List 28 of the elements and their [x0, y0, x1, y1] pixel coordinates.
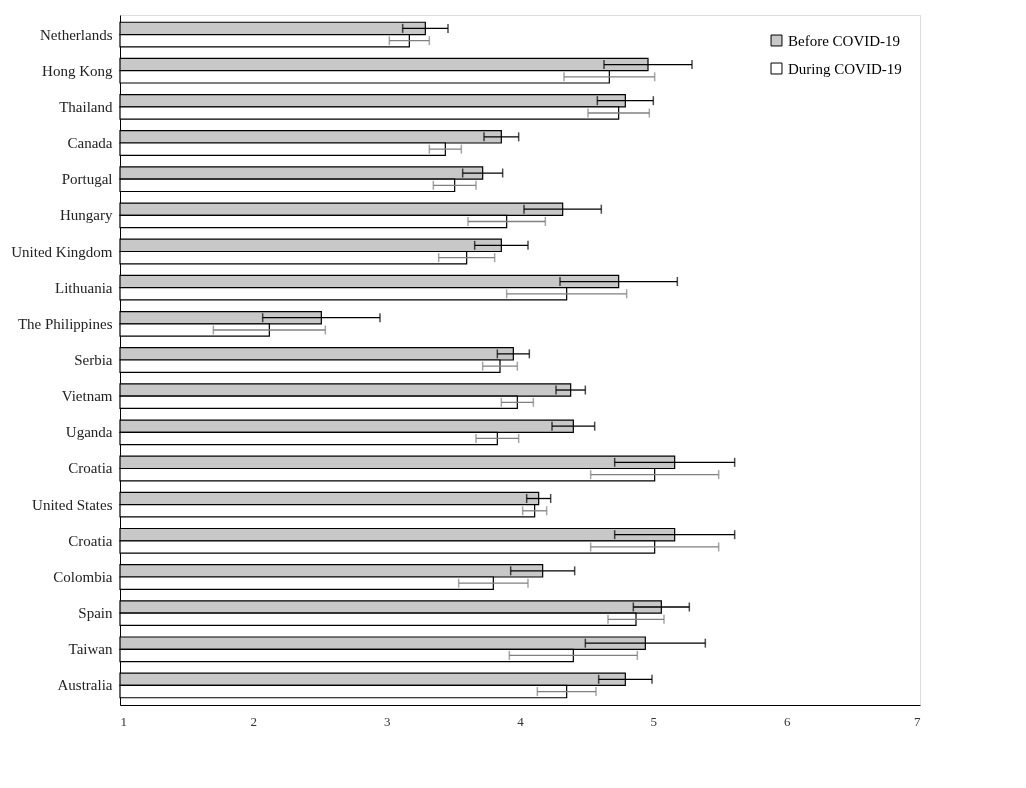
- y-tick-label: Croatia: [68, 460, 113, 477]
- x-tick-label: 1: [120, 713, 127, 729]
- y-tick-label: Lithuania: [55, 279, 113, 296]
- y-tick-label: Hong Kong: [42, 62, 113, 79]
- legend-label: Before COVID-19: [788, 32, 901, 49]
- y-tick-label: The Philippines: [17, 315, 113, 332]
- x-tick-label: 3: [383, 713, 391, 729]
- y-tick-label: Colombia: [53, 568, 113, 585]
- legend-label: During COVID-19: [788, 60, 902, 77]
- y-tick-label: Hungary: [60, 207, 113, 224]
- x-tick-label: 2: [250, 713, 258, 729]
- y-tick-label: Spain: [78, 605, 113, 622]
- y-tick-label: United States: [32, 496, 113, 513]
- x-tick-label: 5: [650, 713, 658, 729]
- y-tick-label: Vietnam: [61, 388, 113, 405]
- y-tick-label: United Kingdom: [11, 243, 113, 260]
- y-tick-label: Taiwan: [68, 641, 113, 658]
- x-tick-label: 7: [914, 713, 921, 729]
- y-tick-label: Australia: [57, 677, 113, 694]
- y-tick-label: Portugal: [61, 171, 113, 188]
- x-tick-label: 6: [783, 713, 791, 729]
- y-tick-label: Thailand: [59, 98, 113, 115]
- y-tick-label: Netherlands: [40, 26, 113, 43]
- x-tick-label: 4: [517, 713, 525, 729]
- y-tick-label: Canada: [67, 135, 113, 152]
- y-tick-label: Uganda: [65, 424, 113, 441]
- y-tick-label: Croatia: [68, 532, 113, 549]
- y-tick-label: Serbia: [74, 352, 113, 368]
